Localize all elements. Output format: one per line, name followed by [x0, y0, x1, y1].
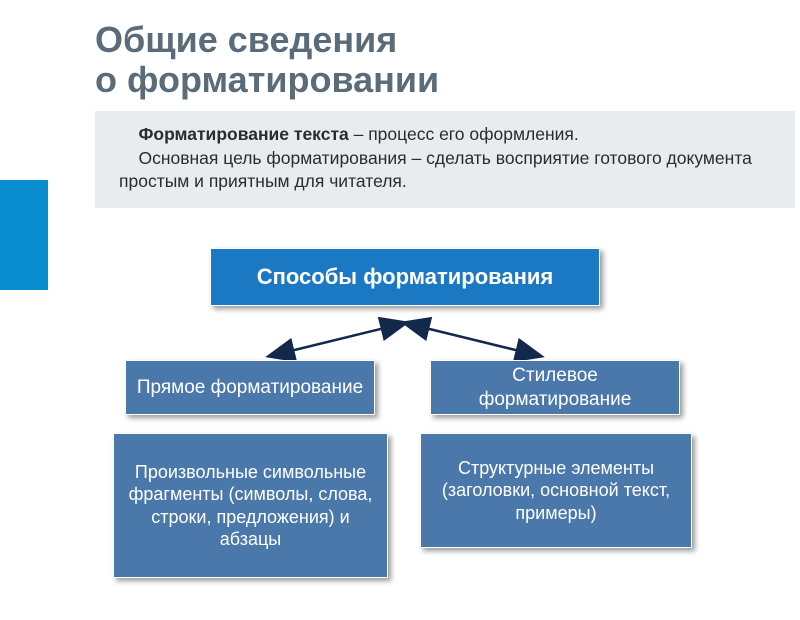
node-mid-left-label: Прямое форматирование	[137, 376, 363, 400]
node-leaf-left-label: Произвольные символьные фрагменты (симво…	[122, 461, 379, 551]
node-mid-right-label: Стилевое форматирование	[439, 364, 671, 412]
node-root: Способы форматирования	[210, 248, 600, 306]
node-mid-left: Прямое форматирование	[125, 360, 375, 415]
title-line-1: Общие сведения	[95, 19, 397, 60]
node-mid-right: Стилевое форматирование	[430, 360, 680, 415]
node-leaf-right-label: Структурные элементы (заголовки, основно…	[429, 457, 683, 525]
intro-box: Форматирование текста – процесс его офор…	[95, 111, 795, 208]
node-leaf-left: Произвольные символьные фрагменты (симво…	[113, 433, 388, 578]
page-title: Общие сведения о форматировании	[95, 20, 800, 99]
diagram: Способы форматирования Прямое форматиров…	[0, 248, 800, 588]
title-line-2: о форматировании	[95, 59, 439, 100]
intro-bold: Форматирование текста	[138, 124, 348, 144]
intro-line-2: Основная цель форматирования – сделать в…	[119, 148, 752, 192]
intro-text: Форматирование текста – процесс его офор…	[119, 123, 771, 194]
node-root-label: Способы форматирования	[257, 263, 554, 291]
intro-rest-1: – процесс его оформления.	[349, 124, 579, 144]
node-leaf-right: Структурные элементы (заголовки, основно…	[420, 433, 692, 548]
